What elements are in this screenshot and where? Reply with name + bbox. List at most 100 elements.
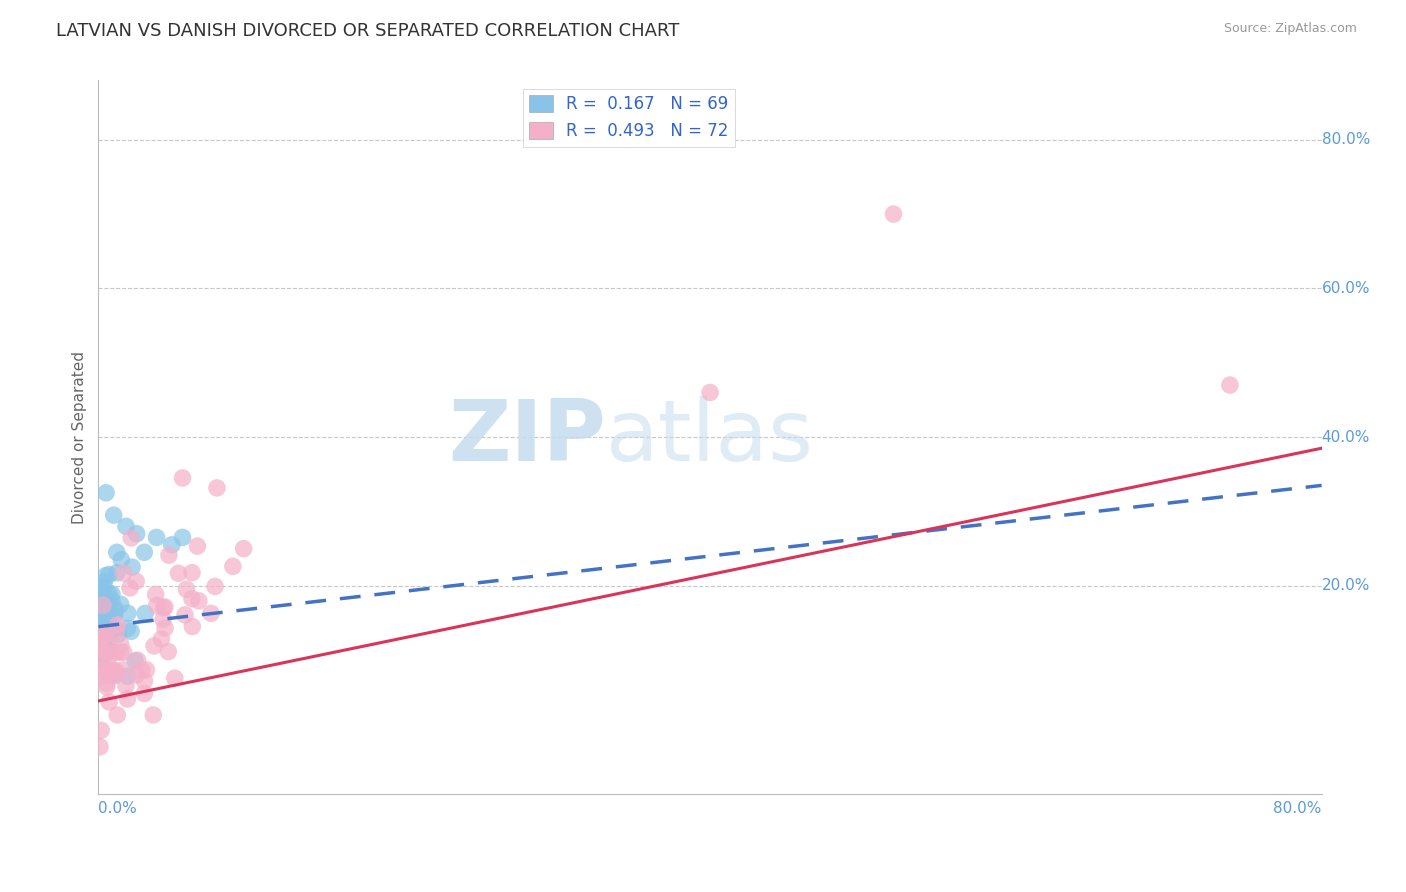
Point [94, 485, 117, 500]
Point [134, 545, 156, 559]
Point [103, 664, 125, 678]
Point [97, 599, 120, 613]
Point [105, 545, 128, 559]
Point [93, 581, 115, 595]
Point [100, 620, 122, 634]
Point [160, 538, 183, 552]
Point [104, 669, 127, 683]
Point [174, 607, 197, 622]
Text: 20.0%: 20.0% [1322, 578, 1369, 593]
Point [97, 639, 120, 653]
Point [89, 580, 111, 594]
Point [96, 624, 118, 639]
Point [120, 531, 142, 545]
Point [120, 624, 142, 639]
Point [135, 663, 157, 677]
Point [93, 652, 115, 666]
Point [105, 624, 128, 639]
Text: 0.0%: 0.0% [98, 801, 138, 816]
Point [143, 639, 166, 653]
Point [94, 665, 117, 679]
Point [145, 599, 167, 613]
Text: Source: ZipAtlas.com: Source: ZipAtlas.com [1223, 22, 1357, 36]
Point [125, 574, 148, 589]
Point [101, 621, 124, 635]
Point [131, 663, 153, 677]
Point [205, 481, 228, 495]
Point [89, 611, 111, 625]
Text: LATVIAN VS DANISH DIVORCED OR SEPARATED CORRELATION CHART: LATVIAN VS DANISH DIVORCED OR SEPARATED … [56, 22, 679, 40]
Point [96, 664, 118, 678]
Point [112, 645, 135, 659]
Point [96, 680, 118, 694]
Point [93, 574, 115, 589]
Point [883, 207, 905, 221]
Y-axis label: Divorced or Separated: Divorced or Separated [72, 351, 87, 524]
Point [89, 656, 111, 670]
Point [91, 630, 114, 644]
Point [181, 566, 204, 580]
Point [167, 566, 190, 581]
Point [200, 607, 222, 621]
Point [187, 594, 209, 608]
Point [90, 599, 112, 614]
Point [96, 605, 118, 619]
Point [103, 508, 125, 523]
Point [103, 667, 125, 681]
Point [110, 645, 132, 659]
Point [222, 559, 245, 574]
Point [93, 669, 115, 683]
Point [110, 637, 132, 651]
Point [94, 642, 117, 657]
Point [94, 640, 117, 655]
Text: 80.0%: 80.0% [1322, 132, 1369, 147]
Point [94, 598, 117, 612]
Point [91, 627, 114, 641]
Point [105, 623, 128, 637]
Point [97, 586, 120, 600]
Point [98, 567, 121, 582]
Point [157, 644, 180, 658]
Point [153, 621, 176, 635]
Point [96, 616, 118, 631]
Point [104, 664, 127, 678]
Point [91, 586, 114, 600]
Point [115, 519, 138, 533]
Point [105, 645, 128, 659]
Point [90, 624, 112, 639]
Point [89, 625, 111, 640]
Text: 80.0%: 80.0% [1274, 801, 1322, 816]
Point [134, 607, 156, 621]
Point [145, 587, 167, 601]
Point [96, 594, 118, 608]
Point [89, 739, 111, 754]
Point [96, 676, 118, 690]
Text: 40.0%: 40.0% [1322, 430, 1369, 444]
Point [101, 663, 124, 677]
Point [121, 560, 143, 574]
Point [94, 568, 117, 582]
Point [110, 597, 132, 611]
Point [89, 640, 111, 654]
Point [90, 589, 112, 603]
Point [107, 627, 129, 641]
Point [104, 604, 127, 618]
Point [93, 648, 115, 662]
Point [91, 599, 114, 613]
Point [232, 541, 254, 556]
Point [125, 526, 148, 541]
Point [153, 599, 176, 614]
Point [89, 629, 111, 643]
Point [150, 632, 173, 646]
Point [94, 599, 117, 614]
Point [93, 632, 115, 647]
Point [103, 609, 125, 624]
Point [112, 663, 135, 677]
Text: atlas: atlas [606, 395, 814, 479]
Point [97, 610, 120, 624]
Point [90, 644, 112, 658]
Point [117, 669, 139, 683]
Point [93, 601, 115, 615]
Point [94, 613, 117, 627]
Point [118, 581, 141, 595]
